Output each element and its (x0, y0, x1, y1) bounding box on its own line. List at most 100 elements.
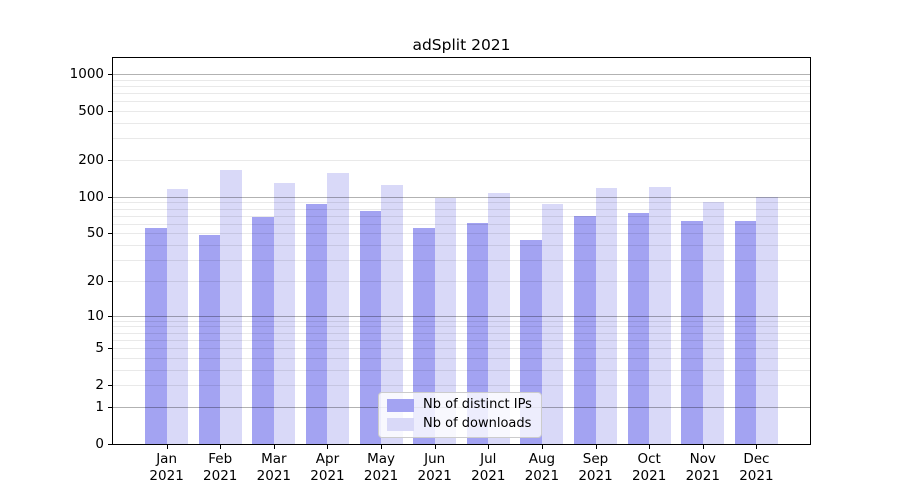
gridline-minor (113, 369, 810, 371)
legend-label-downloads: Nb of downloads (423, 416, 532, 431)
gridline-minor (113, 123, 810, 125)
chart-title: adSplit 2021 (412, 36, 511, 54)
gridline-minor (113, 208, 810, 210)
y-tick (108, 233, 113, 235)
gridline-minor (113, 111, 810, 113)
gridline-minor (113, 233, 810, 235)
x-tick-label: Aug 2021 (524, 451, 560, 484)
y-tick (108, 280, 113, 282)
x-tick-label: Oct 2021 (631, 451, 667, 484)
y-tick-label: 200 (78, 152, 104, 169)
x-tick-label: Jul 2021 (471, 451, 506, 484)
x-tick-label: Dec 2021 (739, 451, 774, 484)
y-tick-label: 0 (95, 436, 104, 452)
x-tick (595, 445, 597, 449)
bar-downloads-jan (166, 189, 189, 444)
bar-ips-apr (306, 204, 328, 444)
y-tick (108, 385, 113, 387)
bar-downloads-apr (327, 172, 349, 444)
plot-area: Nb of distinct IPs Nb of downloads (112, 57, 811, 445)
gridline-minor (113, 138, 810, 140)
x-tick-label: Nov 2021 (685, 451, 720, 484)
plot-inner: Nb of distinct IPs Nb of downloads (113, 58, 810, 444)
bar-ips-jul (466, 223, 489, 444)
gridline-minor (113, 93, 810, 95)
y-tick-label: 20 (86, 272, 104, 289)
x-tick-label: Mar 2021 (256, 451, 292, 484)
y-tick (108, 160, 113, 162)
gridline-minor (113, 357, 810, 359)
bar-downloads-jun (434, 197, 457, 444)
y-tick (108, 406, 113, 408)
bar-ips-mar (252, 216, 274, 444)
x-tick-label: Apr 2021 (310, 451, 345, 484)
y-tick-label: 1 (95, 398, 104, 415)
x-tick (273, 445, 275, 449)
gridline-minor (113, 326, 810, 328)
gridline-minor (113, 332, 810, 334)
x-tick (434, 445, 436, 449)
bar-downloads-feb (220, 169, 242, 444)
bar-ips-oct (627, 212, 650, 444)
y-tick (108, 315, 113, 317)
legend-swatch-distinct-ips (387, 398, 414, 412)
legend-item-downloads: Nb of downloads (387, 416, 532, 432)
y-tick (108, 196, 113, 198)
bar-downloads-sep (595, 188, 617, 444)
legend: Nb of distinct IPs Nb of downloads (378, 392, 542, 438)
gridline-minor (113, 215, 810, 217)
gridline-minor (113, 339, 810, 341)
y-tick (108, 111, 113, 113)
bar-downloads-nov (702, 202, 725, 444)
bar-downloads-dec (756, 196, 778, 444)
bar-ips-feb (198, 234, 221, 444)
y-tick (108, 74, 113, 76)
y-tick-label: 2 (95, 377, 104, 394)
gridline-minor (113, 79, 810, 81)
gridline-minor (113, 101, 810, 103)
bar-downloads-mar (273, 182, 296, 444)
x-tick-label: Jun 2021 (417, 451, 452, 484)
x-tick (488, 445, 490, 449)
y-tick-label: 100 (78, 188, 104, 205)
bar-downloads-jul (488, 193, 510, 444)
bar-downloads-oct (649, 187, 671, 444)
bar-ips-dec (734, 221, 757, 444)
bar-ips-sep (574, 215, 596, 444)
gridline-minor (113, 280, 810, 282)
x-tick (649, 445, 651, 449)
x-tick (381, 445, 383, 449)
bar-ips-jun (413, 228, 435, 444)
legend-swatch-downloads (387, 417, 414, 431)
gridline-minor (113, 385, 810, 387)
x-tick (541, 445, 543, 449)
y-tick-label: 50 (86, 225, 104, 242)
x-tick (166, 445, 168, 449)
gridline-major (113, 315, 810, 317)
x-tick (702, 445, 704, 449)
gridline-minor (113, 260, 810, 262)
x-tick-label: Sep 2021 (578, 451, 613, 484)
y-tick (108, 444, 113, 445)
x-tick-label: Jan 2021 (149, 451, 184, 484)
gridline-minor (113, 320, 810, 322)
y-tick-label: 500 (78, 103, 104, 120)
x-tick-label: Feb 2021 (203, 451, 238, 484)
y-tick-label: 5 (95, 340, 104, 357)
gridline-minor (113, 223, 810, 225)
gridline-minor (113, 348, 810, 350)
bar-downloads-may (381, 185, 403, 444)
gridline-minor (113, 245, 810, 247)
gridline-major (113, 196, 810, 198)
x-tick (327, 445, 329, 449)
y-tick (108, 348, 113, 350)
bar-downloads-aug (541, 203, 564, 444)
bar-ips-jan (145, 228, 167, 444)
legend-item-distinct-ips: Nb of distinct IPs (387, 397, 532, 413)
bar-ips-may (359, 210, 382, 444)
bar-ips-nov (681, 221, 703, 444)
y-tick-label: 10 (86, 307, 104, 324)
x-tick (756, 445, 758, 449)
y-tick-label: 1000 (69, 66, 104, 83)
